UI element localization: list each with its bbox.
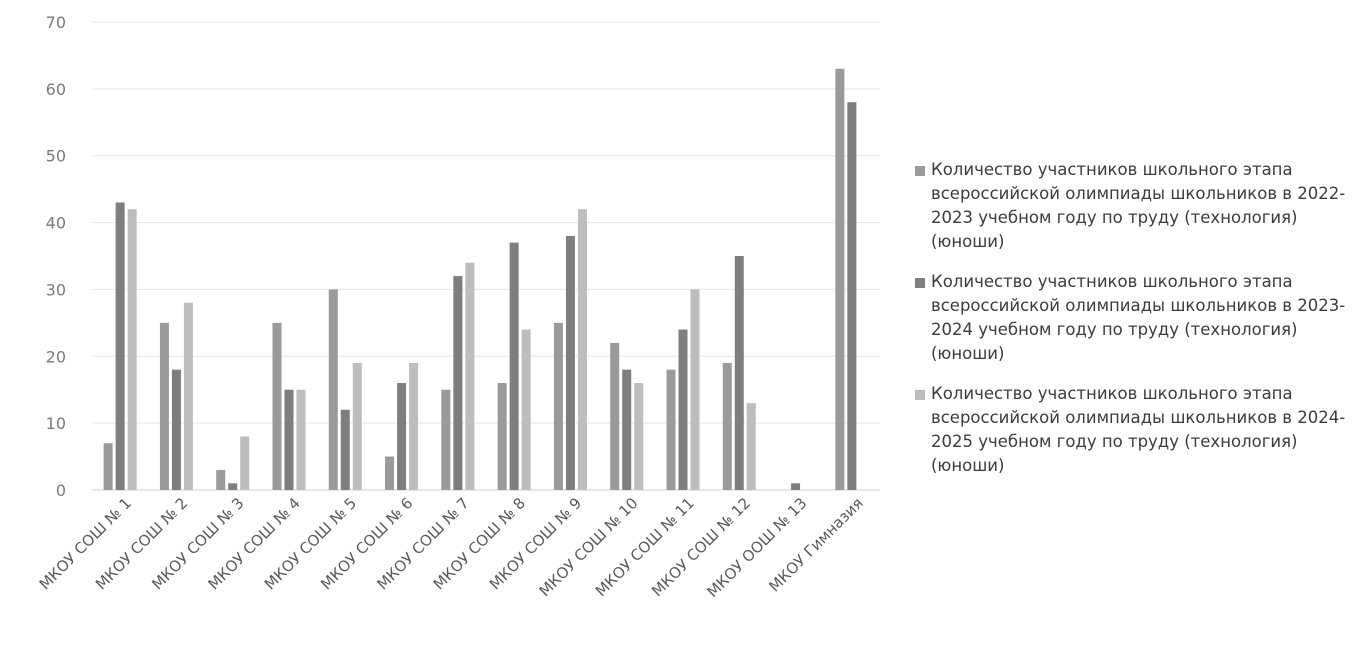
bar-series-3-12 (746, 403, 756, 490)
legend-item-2022-2023: Количество участников школьного этапа вс… (915, 158, 1355, 254)
bar-series-2-14 (847, 102, 857, 490)
bar-series-2-3 (228, 483, 238, 490)
bar-series-1-8 (497, 383, 507, 490)
bar-series-3-10 (634, 383, 644, 490)
x-tick-label: МКОУ ООШ № 13 (703, 494, 810, 601)
bar-series-2-6 (397, 383, 407, 490)
bar-series-3-2 (183, 302, 193, 490)
legend-label: Количество участников школьного этапа вс… (931, 272, 1346, 363)
bar-series-3-9 (577, 209, 587, 490)
legend-swatch (915, 278, 925, 288)
bar-series-1-3 (216, 469, 226, 490)
bar-series-2-5 (340, 409, 350, 490)
bars (103, 68, 857, 491)
bar-series-3-1 (127, 209, 137, 490)
legend: Количество участников школьного этапа вс… (915, 158, 1355, 494)
bar-series-2-2 (171, 369, 181, 490)
y-tick-label: 70 (46, 13, 66, 32)
bar-series-2-13 (791, 483, 801, 490)
gridlines (92, 21, 880, 491)
legend-label: Количество участников школьного этапа вс… (931, 160, 1346, 251)
bar-series-1-2 (159, 322, 169, 490)
bar-series-2-7 (453, 276, 463, 490)
bar-series-2-9 (565, 235, 575, 490)
bar-series-1-7 (441, 389, 451, 490)
legend-label: Количество участников школьного этапа вс… (931, 384, 1346, 475)
bar-series-1-4 (272, 322, 282, 490)
bar-series-2-12 (734, 256, 744, 490)
bar-series-3-7 (465, 262, 475, 490)
bar-series-3-6 (409, 362, 419, 490)
bar-series-3-11 (690, 289, 700, 490)
bar-series-3-5 (352, 362, 362, 490)
bar-series-1-6 (385, 456, 395, 490)
y-tick-label: 50 (46, 147, 66, 166)
bar-series-2-1 (115, 202, 125, 490)
bar-series-1-12 (722, 362, 732, 490)
bar-series-3-4 (296, 389, 306, 490)
bar-series-2-10 (622, 369, 632, 490)
legend-item-2023-2024: Количество участников школьного этапа вс… (915, 270, 1355, 366)
bar-series-1-9 (553, 322, 563, 490)
x-tick-label: МКОУ СОШ № 1 (36, 494, 135, 593)
legend-item-2024-2025: Количество участников школьного этапа вс… (915, 382, 1355, 478)
y-axis: 0 10 20 30 40 50 60 70 (46, 13, 66, 500)
bar-series-1-5 (328, 289, 338, 490)
bar-series-3-8 (521, 329, 531, 490)
bar-series-2-11 (678, 329, 688, 490)
bar-series-2-4 (284, 389, 294, 490)
y-tick-label: 20 (46, 347, 66, 366)
legend-swatch (915, 166, 925, 176)
x-tick-label: МКОУ СОШ № 11 (592, 494, 698, 600)
y-tick-label: 10 (46, 414, 66, 433)
bar-series-1-11 (666, 369, 676, 490)
bar-series-3-3 (240, 436, 250, 490)
y-tick-label: 0 (56, 481, 66, 500)
bar-series-1-14 (835, 68, 845, 491)
x-tick-label: МКОУ СОШ № 10 (536, 494, 642, 600)
legend-swatch (915, 390, 925, 400)
y-tick-label: 40 (46, 214, 66, 233)
x-tick-label: МКОУ СОШ № 12 (648, 494, 754, 600)
bar-series-2-8 (509, 242, 519, 490)
bar-series-1-1 (103, 443, 113, 490)
y-tick-label: 60 (46, 80, 66, 99)
x-tick-label: МКОУ Гимназия (765, 494, 866, 595)
bar-series-1-10 (610, 342, 620, 490)
y-tick-label: 30 (46, 280, 66, 299)
